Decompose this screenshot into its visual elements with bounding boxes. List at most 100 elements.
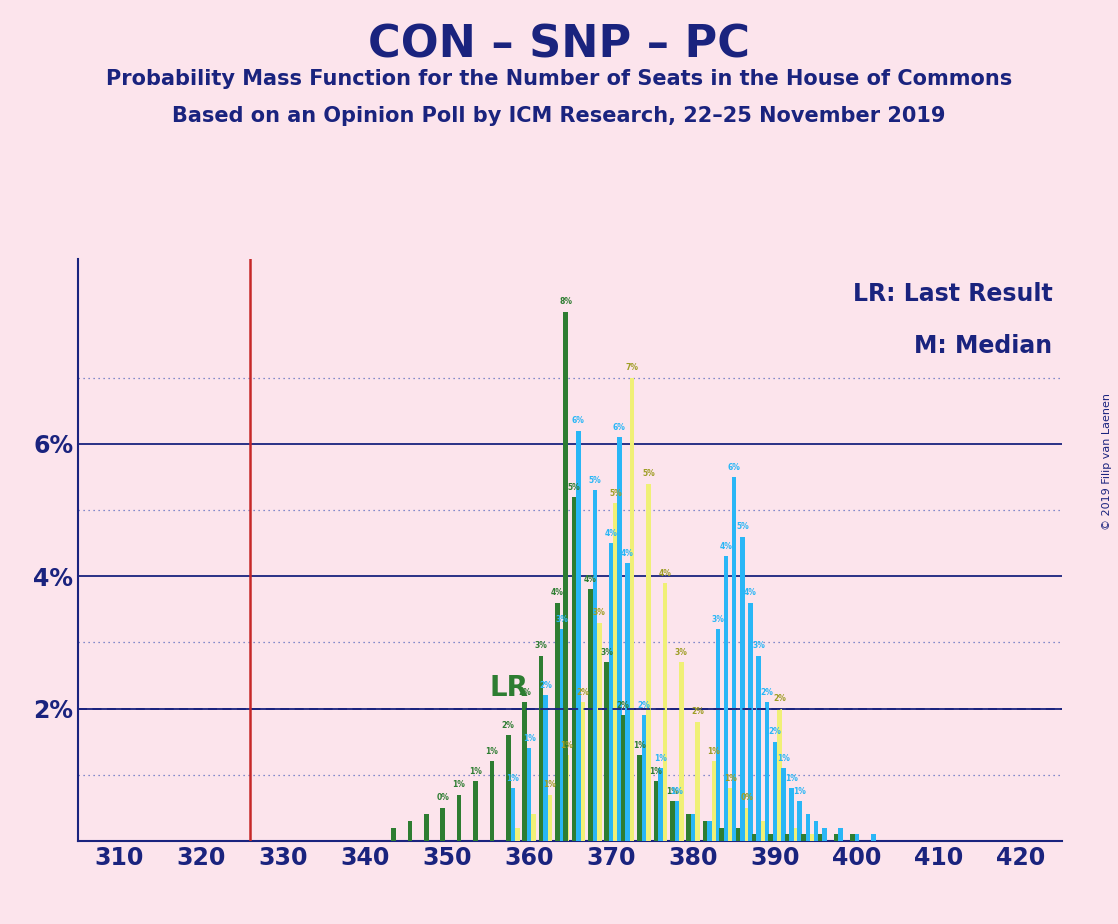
Bar [408, 821, 413, 841]
Bar [679, 663, 683, 841]
Text: 5%: 5% [642, 469, 655, 479]
Bar [686, 814, 691, 841]
Text: 2%: 2% [577, 687, 589, 697]
Bar [637, 755, 642, 841]
Text: 1%: 1% [794, 787, 806, 796]
Text: 1%: 1% [485, 748, 499, 756]
Bar [563, 311, 568, 841]
Bar [785, 834, 789, 841]
Text: 5%: 5% [609, 489, 622, 498]
Bar [617, 437, 622, 841]
Text: 2%: 2% [617, 701, 629, 710]
Text: LR: Last Result: LR: Last Result [853, 282, 1052, 306]
Text: 2%: 2% [519, 687, 531, 697]
Text: 4%: 4% [551, 589, 563, 598]
Bar [620, 715, 625, 841]
Bar [543, 695, 548, 841]
Bar [625, 563, 629, 841]
Text: 0%: 0% [740, 794, 754, 802]
Bar [695, 722, 700, 841]
Bar [527, 748, 531, 841]
Bar [752, 834, 757, 841]
Bar [748, 602, 752, 841]
Bar [834, 834, 838, 841]
Bar [806, 814, 811, 841]
Bar [728, 788, 732, 841]
Bar [703, 821, 708, 841]
Text: 2%: 2% [539, 681, 552, 690]
Bar [531, 814, 536, 841]
Bar [642, 715, 646, 841]
Bar [719, 828, 723, 841]
Bar [440, 808, 445, 841]
Bar [580, 702, 585, 841]
Bar [802, 834, 806, 841]
Text: 4%: 4% [584, 575, 597, 584]
Text: 4%: 4% [720, 542, 732, 551]
Bar [781, 768, 786, 841]
Bar [712, 761, 717, 841]
Text: 2%: 2% [691, 708, 704, 716]
Text: 1%: 1% [543, 780, 557, 789]
Bar [768, 834, 773, 841]
Text: 2%: 2% [769, 727, 781, 736]
Text: 1%: 1% [671, 787, 683, 796]
Bar [794, 828, 798, 841]
Text: 2%: 2% [637, 701, 651, 710]
Bar [789, 788, 794, 841]
Text: 4%: 4% [659, 568, 671, 578]
Text: 1%: 1% [666, 787, 679, 796]
Text: 3%: 3% [711, 614, 724, 624]
Bar [614, 504, 618, 841]
Bar [674, 801, 679, 841]
Bar [597, 623, 601, 841]
Text: 1%: 1% [724, 773, 737, 783]
Text: 6%: 6% [728, 463, 740, 472]
Text: 4%: 4% [745, 589, 757, 598]
Bar [457, 795, 462, 841]
Text: 0%: 0% [436, 794, 449, 802]
Bar [822, 828, 826, 841]
Text: CON – SNP – PC: CON – SNP – PC [368, 23, 750, 67]
Bar [691, 814, 695, 841]
Bar [539, 656, 543, 841]
Text: 3%: 3% [675, 648, 688, 657]
Text: 1%: 1% [633, 740, 646, 749]
Bar [773, 742, 777, 841]
Bar [745, 808, 749, 841]
Text: 3%: 3% [752, 641, 765, 650]
Bar [556, 602, 560, 841]
Bar [629, 378, 634, 841]
Bar [560, 629, 565, 841]
Text: LR: LR [490, 674, 528, 702]
Text: © 2019 Filip van Laenen: © 2019 Filip van Laenen [1102, 394, 1112, 530]
Text: 5%: 5% [736, 522, 749, 531]
Text: 1%: 1% [470, 767, 482, 776]
Text: 7%: 7% [626, 363, 638, 372]
Text: 4%: 4% [605, 529, 617, 538]
Bar [646, 483, 651, 841]
Bar [708, 821, 712, 841]
Bar [490, 761, 494, 841]
Bar [797, 801, 802, 841]
Text: 3%: 3% [556, 614, 568, 624]
Bar [757, 656, 761, 841]
Text: M: Median: M: Median [915, 334, 1052, 359]
Bar [593, 491, 597, 841]
Bar [565, 755, 569, 841]
Bar [855, 834, 860, 841]
Text: 6%: 6% [613, 423, 626, 432]
Bar [576, 431, 580, 841]
Bar [716, 629, 720, 841]
Bar [506, 735, 511, 841]
Text: 3%: 3% [600, 648, 613, 657]
Bar [511, 788, 515, 841]
Text: 3%: 3% [593, 608, 606, 617]
Text: 2%: 2% [774, 694, 786, 703]
Bar [654, 782, 659, 841]
Bar [605, 663, 609, 841]
Bar [817, 834, 822, 841]
Text: Based on an Opinion Poll by ICM Research, 22–25 November 2019: Based on an Opinion Poll by ICM Research… [172, 106, 946, 127]
Text: 1%: 1% [777, 754, 789, 763]
Bar [814, 821, 818, 841]
